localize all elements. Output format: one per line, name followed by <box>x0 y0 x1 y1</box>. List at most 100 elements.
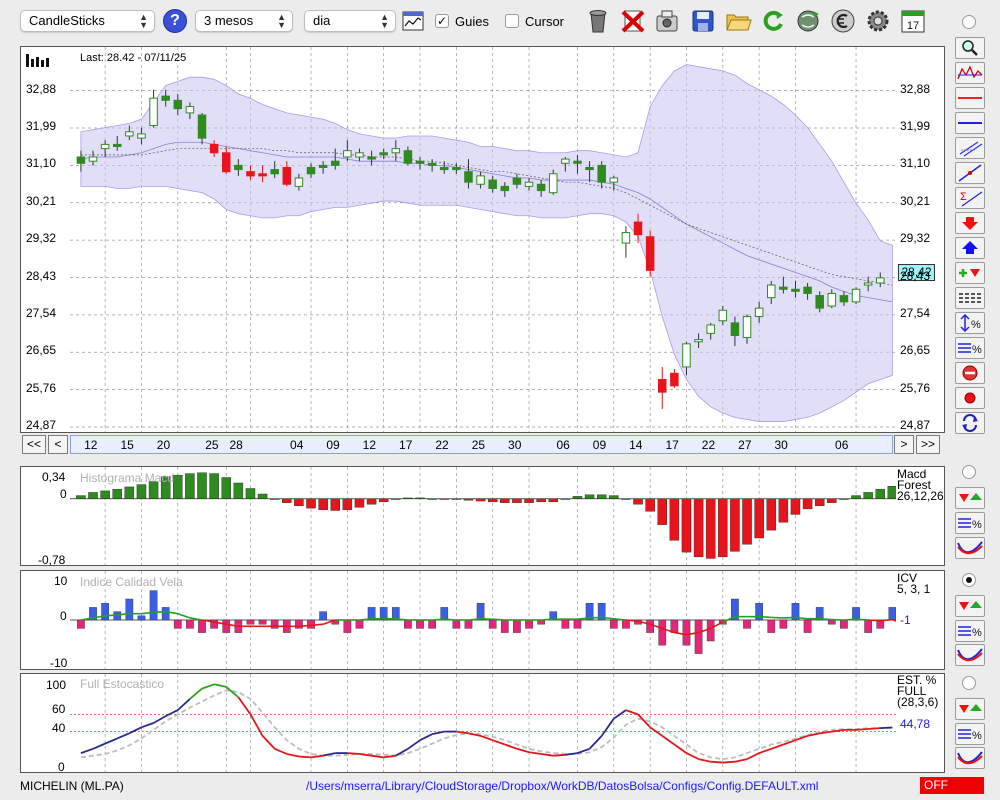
candle-body <box>391 148 401 154</box>
icv-panel-radio[interactable] <box>962 573 976 587</box>
icv-plot[interactable] <box>70 571 896 669</box>
calendar-icon[interactable]: 17 <box>899 7 927 35</box>
icv-curve-button[interactable] <box>955 644 985 666</box>
candlestick-plot[interactable] <box>70 47 896 432</box>
indicator-overlay-button[interactable] <box>955 62 985 84</box>
macd-title: Histograma Macd <box>80 471 175 485</box>
icv-signal-segment <box>880 618 893 622</box>
macd-panel-radio[interactable] <box>962 465 976 479</box>
add-signal-button[interactable] <box>955 262 985 284</box>
stoch-panel-radio[interactable] <box>962 676 976 690</box>
icv-signals-button[interactable] <box>955 595 985 617</box>
macd-curve-button[interactable] <box>955 537 985 559</box>
stoch-signals-button[interactable] <box>955 698 985 720</box>
table-icon[interactable] <box>402 11 424 31</box>
percent-lines-icon: % <box>958 626 982 639</box>
stoch-percent-button[interactable]: % <box>955 723 985 745</box>
interval-select[interactable]: dia ▲ ▼ <box>304 10 396 32</box>
percent-range-button[interactable]: % <box>955 312 985 334</box>
icv-bar <box>464 619 473 629</box>
trendline-button[interactable] <box>955 162 985 184</box>
candle-body <box>270 169 279 175</box>
icv-bar <box>428 619 436 629</box>
icv-signal-segment <box>541 618 554 621</box>
period-select[interactable]: 3 mesos ▲ ▼ <box>195 10 293 32</box>
zoom-button[interactable] <box>955 37 985 59</box>
chevron-updown-icon: ▲ ▼ <box>139 12 148 30</box>
stoch-k-segment <box>274 747 288 755</box>
swap-arrows-icon <box>962 414 978 432</box>
mode-badge[interactable]: OFF <box>920 777 984 794</box>
grid-lines-button[interactable] <box>955 287 985 309</box>
macd-bar <box>475 498 486 502</box>
chart-type-select[interactable]: CandleSticks ▲ ▼ <box>20 10 155 32</box>
stoch-k-segment <box>480 735 493 742</box>
percent-lines-button[interactable]: % <box>955 337 985 359</box>
last-price-label: Last: 28.42 - 07/11/25 <box>80 52 187 64</box>
y-tick-left: 30,21 <box>26 193 57 208</box>
toolbar: CandleSticks ▲ ▼ ? 3 mesos ▲ ▼ dia ▲ ▼ ✓ Gu… <box>0 0 1000 44</box>
guies-checkbox[interactable]: ✓ <box>435 14 449 28</box>
candle-body <box>791 288 800 292</box>
camera-icon[interactable] <box>653 7 681 35</box>
refresh-icon[interactable] <box>759 7 787 35</box>
help-button[interactable]: ? <box>163 9 187 33</box>
trash-icon[interactable] <box>584 7 612 35</box>
macd-percent-button[interactable]: % <box>955 512 985 534</box>
icv-percent-button[interactable]: % <box>955 620 985 642</box>
icv-signal-segment <box>468 617 481 621</box>
date-tick-label: 30 <box>774 438 788 452</box>
main-panel-radio[interactable] <box>962 15 976 29</box>
candle-body <box>282 166 292 185</box>
arrow-down-button[interactable] <box>955 212 985 234</box>
macd-params: 26,12,26 <box>897 489 944 503</box>
candle-body <box>706 324 715 334</box>
stop-button[interactable] <box>955 362 985 384</box>
nav-first-button[interactable]: << <box>22 435 46 454</box>
icv-signal-segment <box>892 618 896 622</box>
stoch-ytick-100: 100 <box>46 678 67 692</box>
nav-last-button[interactable]: >> <box>916 435 940 454</box>
folder-icon[interactable] <box>724 7 752 35</box>
prohibit-icon <box>962 365 978 381</box>
stoch-k-segment <box>165 709 179 717</box>
save-icon[interactable] <box>689 7 717 35</box>
stoch-k-segment <box>770 743 784 750</box>
candle-body <box>415 160 425 164</box>
arrow-up-icon <box>962 241 978 254</box>
stochastic-plot[interactable] <box>70 674 896 772</box>
date-axis[interactable]: 12 15 20 25 28 04 09 12 17 22 25 30 06 09 14 17 22 27 30 06 <box>70 435 893 454</box>
candle-body <box>561 158 570 164</box>
stoch-k-segment <box>528 751 542 755</box>
icv-bar <box>622 619 630 629</box>
stoch-curve-button[interactable] <box>955 747 985 769</box>
nav-next-button[interactable]: > <box>894 435 914 454</box>
stoch-k-segment <box>613 709 627 720</box>
swap-button[interactable] <box>955 412 985 434</box>
euro-icon[interactable] <box>829 7 857 35</box>
gear-icon[interactable] <box>864 7 892 35</box>
stoch-k-segment <box>880 726 893 730</box>
nav-prev-button[interactable]: < <box>48 435 68 454</box>
macd-signals-button[interactable] <box>955 487 985 509</box>
channel-button[interactable] <box>955 137 985 159</box>
candle-body <box>645 236 655 271</box>
record-button[interactable] <box>955 387 985 409</box>
sum-trend-button[interactable]: Σ <box>955 187 985 209</box>
macd-histogram-plot[interactable] <box>70 467 896 565</box>
horizontal-line-blue-button[interactable] <box>955 112 985 134</box>
config-path-link[interactable]: /Users/mserra/Library/CloudStorage/Dropb… <box>306 779 819 793</box>
globe-refresh-icon[interactable] <box>794 7 822 35</box>
arrow-up-button[interactable] <box>955 237 985 259</box>
stoch-title: Full Estocastico <box>80 677 165 691</box>
icv-bar <box>500 619 509 633</box>
y-tick-right: 30,21 <box>900 193 931 208</box>
cursor-checkbox[interactable] <box>505 14 519 28</box>
stoch-k-segment <box>710 760 723 764</box>
horizontal-line-red-button[interactable] <box>955 87 985 109</box>
candle-body <box>754 307 764 318</box>
y-tick-left: 24,87 <box>26 418 57 432</box>
macd-bar <box>645 498 655 512</box>
delete-icon[interactable] <box>619 7 647 35</box>
icv-signal-segment <box>625 619 639 623</box>
